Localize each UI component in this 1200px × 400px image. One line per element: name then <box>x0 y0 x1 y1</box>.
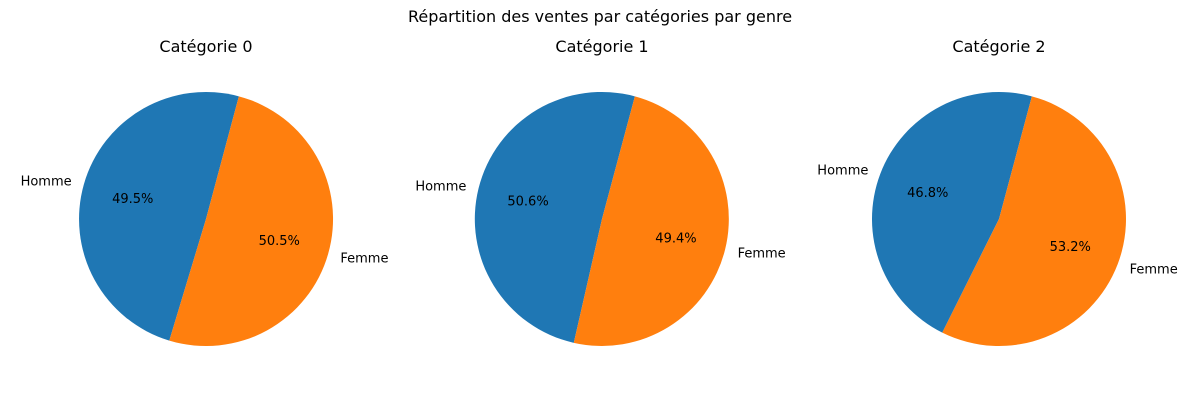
slice-label-category-0-homme: Homme <box>21 175 72 190</box>
slice-label-category-2-femme: Femme <box>1130 263 1178 278</box>
pie-slice-category-0-homme <box>79 92 239 341</box>
pie-title-category-2: Catégorie 2 <box>952 37 1045 56</box>
pie-slice-category-1-femme <box>573 96 729 346</box>
pie-title-category-0: Catégorie 0 <box>159 37 252 56</box>
pct-label-category-1-homme: 50.6% <box>507 195 548 210</box>
pie-slice-category-2-homme <box>871 92 1032 333</box>
pie-slice-category-0-femme <box>169 96 334 347</box>
pie-slice-category-2-femme <box>942 96 1126 347</box>
pct-label-category-0-femme: 50.5% <box>259 234 300 249</box>
pct-label-category-1-femme: 49.4% <box>655 231 696 246</box>
pct-label-category-0-homme: 49.5% <box>112 192 153 207</box>
slice-label-category-0-femme: Femme <box>340 251 388 266</box>
slice-label-category-1-homme: Homme <box>415 179 466 194</box>
slice-label-category-2-homme: Homme <box>817 163 868 178</box>
pie-chart-category-1: Catégorie 1 Homme Femme 50.6% 49.4% <box>415 37 786 346</box>
figure-suptitle: Répartition des ventes par catégories pa… <box>408 7 792 26</box>
pie-chart-category-0: Catégorie 0 Homme Femme 49.5% 50.5% <box>21 37 388 347</box>
pie-chart-category-2: Catégorie 2 Homme Femme 46.8% 53.2% <box>817 37 1178 347</box>
pie-slice-category-1-homme <box>474 91 635 343</box>
slice-label-category-1-femme: Femme <box>738 247 786 262</box>
pct-label-category-2-homme: 46.8% <box>907 186 948 201</box>
pct-label-category-2-femme: 53.2% <box>1050 240 1091 255</box>
pie-title-category-1: Catégorie 1 <box>555 37 648 56</box>
